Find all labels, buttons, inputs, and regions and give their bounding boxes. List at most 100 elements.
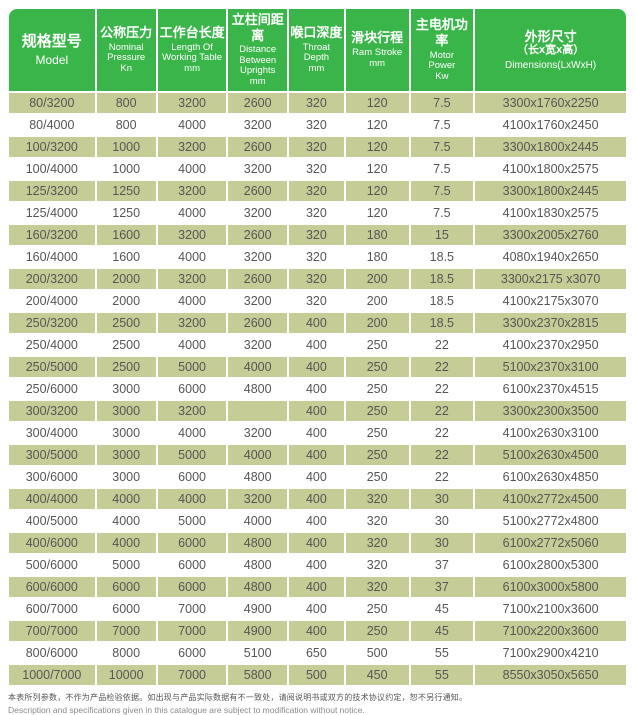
- column-title-zh: 外形尺寸: [524, 28, 577, 44]
- table-cell: 22: [410, 334, 474, 355]
- table-cell: 5100x2630x4500: [475, 444, 626, 465]
- table-cell: 320: [345, 576, 409, 597]
- table-row-600/7000: 600/7000 6000 7000 4900 400 250 45 7100x2100x36…: [9, 598, 626, 619]
- table-cell: 320: [288, 114, 344, 135]
- table-cell: 400: [288, 576, 344, 597]
- table-cell: 320: [345, 510, 409, 531]
- table-cell: 7000: [157, 598, 227, 619]
- column-title-zh: 立柱间距离: [231, 12, 284, 43]
- table-cell: 18.5: [410, 290, 474, 311]
- table-cell: 3000: [96, 466, 156, 487]
- table-cell: [228, 400, 287, 421]
- column-header-working-table-length: 工作台长度 Length Of Working Table mm: [157, 9, 227, 91]
- table-cell: 1250: [96, 202, 156, 223]
- table-cell: 37: [410, 576, 474, 597]
- table-cell: 80/4000: [9, 114, 95, 135]
- table-cell: 3200: [228, 158, 287, 179]
- table-cell: 4900: [228, 598, 287, 619]
- table-cell: 120: [345, 158, 409, 179]
- table-cell: 5000: [157, 510, 227, 531]
- column-title-zh: 公称压力: [100, 25, 153, 41]
- table-cell: 7000: [157, 664, 227, 685]
- table-cell: 250/5000: [9, 356, 95, 377]
- column-title-zh2: （长x宽x高）: [516, 44, 585, 57]
- table-cell: 250: [345, 466, 409, 487]
- table-cell: 6100x2772x5060: [475, 532, 626, 553]
- column-title-en: Distance Between Uprights mm: [239, 44, 277, 88]
- column-title-en: Model: [35, 52, 69, 67]
- column-header-ram-stroke: 滑块行程 Ram Stroke mm: [345, 9, 409, 91]
- column-header-throat-depth: 喉口深度 Throat Depth mm: [288, 9, 344, 91]
- table-cell: 2000: [96, 290, 156, 311]
- spec-table-header: 规格型号 Model 公称压力 Nominal Pressure Kn 工作台长度 Len…: [9, 9, 626, 91]
- table-cell: 250: [345, 400, 409, 421]
- table-cell: 650: [288, 642, 344, 663]
- table-row-160/4000: 160/4000 1600 4000 3200 320 180 18.5 4080x1940x…: [9, 246, 626, 267]
- table-cell: 7.5: [410, 92, 474, 113]
- column-title-en: Length Of Working Table mm: [162, 41, 223, 74]
- table-cell: 80/3200: [9, 92, 95, 113]
- header-row: 规格型号 Model 公称压力 Nominal Pressure Kn 工作台长度 Len…: [9, 9, 626, 91]
- table-cell: 4800: [228, 576, 287, 597]
- table-cell: 4000: [228, 356, 287, 377]
- table-cell: 300/6000: [9, 466, 95, 487]
- table-cell: 4000: [157, 158, 227, 179]
- table-cell: 400/4000: [9, 488, 95, 509]
- column-header-dimensions: 外形尺寸 （长x宽x高） Dimensions(LxWxH): [475, 9, 626, 91]
- table-cell: 5100x2772x4800: [475, 510, 626, 531]
- table-cell: 320: [288, 136, 344, 157]
- table-cell: 320: [345, 532, 409, 553]
- table-cell: 4000: [228, 444, 287, 465]
- table-cell: 100/4000: [9, 158, 95, 179]
- column-title-zh: 主电机功率: [415, 17, 468, 48]
- table-cell: 3200: [157, 180, 227, 201]
- column-title-en: Throat Depth mm: [302, 41, 331, 74]
- column-title-zh: 工作台长度: [159, 25, 225, 41]
- table-cell: 3200: [228, 246, 287, 267]
- table-cell: 15: [410, 224, 474, 245]
- table-cell: 1600: [96, 246, 156, 267]
- table-cell: 100/3200: [9, 136, 95, 157]
- table-cell: 4100x2630x3100: [475, 422, 626, 443]
- table-cell: 400: [288, 598, 344, 619]
- table-cell: 5800: [228, 664, 287, 685]
- table-cell: 300/5000: [9, 444, 95, 465]
- column-header-nominal-pressure: 公称压力 Nominal Pressure Kn: [96, 9, 156, 91]
- table-cell: 6000: [157, 642, 227, 663]
- table-cell: 5000: [157, 356, 227, 377]
- table-cell: 320: [345, 488, 409, 509]
- table-cell: 8000: [96, 642, 156, 663]
- table-cell: 37: [410, 554, 474, 575]
- table-cell: 400: [288, 532, 344, 553]
- table-cell: 400: [288, 554, 344, 575]
- table-row-500/6000: 500/6000 5000 6000 4800 400 320 37 6100x2800x53…: [9, 554, 626, 575]
- table-cell: 4000: [157, 290, 227, 311]
- table-cell: 400: [288, 422, 344, 443]
- table-cell: 200: [345, 290, 409, 311]
- table-cell: 400: [288, 620, 344, 641]
- table-cell: 3200: [157, 92, 227, 113]
- table-cell: 700/7000: [9, 620, 95, 641]
- table-cell: 160/3200: [9, 224, 95, 245]
- table-cell: 200: [345, 312, 409, 333]
- table-row-1000/7000: 1000/7000 10000 7000 5800 500 450 55 8550x3050x…: [9, 664, 626, 685]
- table-cell: 3200: [157, 268, 227, 289]
- table-cell: 3300x2005x2760: [475, 224, 626, 245]
- table-cell: 300/3200: [9, 400, 95, 421]
- table-row-300/3200: 300/3200 3000 3200 400 250 22 3300x2300x3500: [9, 400, 626, 421]
- table-row-125/4000: 125/4000 1250 4000 3200 320 120 7.5 4100x1830x2…: [9, 202, 626, 223]
- table-row-300/6000: 300/6000 3000 6000 4800 400 250 22 6100x2630x48…: [9, 466, 626, 487]
- table-row-300/5000: 300/5000 3000 5000 4000 400 250 22 5100x2630x45…: [9, 444, 626, 465]
- table-cell: 2000: [96, 268, 156, 289]
- table-cell: 3300x2175 x3070: [475, 268, 626, 289]
- column-title-zh: 喉口深度: [290, 25, 343, 41]
- table-cell: 1000: [96, 158, 156, 179]
- table-cell: 6000: [157, 378, 227, 399]
- disclaimer-en: Description and specifications given in …: [8, 704, 365, 715]
- table-cell: 22: [410, 378, 474, 399]
- table-row-250/4000: 250/4000 2500 4000 3200 400 250 22 4100x2370x29…: [9, 334, 626, 355]
- column-title-en: Ram Stroke mm: [352, 47, 403, 69]
- table-cell: 250/6000: [9, 378, 95, 399]
- table-cell: 6100x2370x4515: [475, 378, 626, 399]
- table-cell: 3000: [96, 378, 156, 399]
